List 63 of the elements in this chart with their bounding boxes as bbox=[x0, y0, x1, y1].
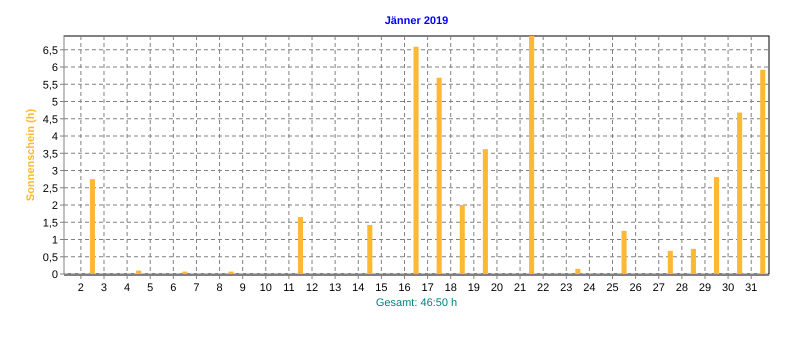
x-tick-label: 10 bbox=[260, 282, 272, 294]
x-tick-label: 14 bbox=[352, 282, 364, 294]
x-tick-label: 4 bbox=[124, 282, 130, 294]
y-tick-label: 2 bbox=[52, 200, 58, 212]
bar bbox=[690, 248, 696, 274]
y-tick-label: 0,5 bbox=[42, 252, 58, 264]
bar bbox=[529, 36, 534, 274]
y-tick-label: 4,5 bbox=[42, 114, 58, 126]
y-tick-label: 4 bbox=[52, 131, 58, 144]
y-tick-label: 0 bbox=[52, 269, 58, 281]
y-tick-label: 6,5 bbox=[42, 44, 58, 57]
x-tick-label: 6 bbox=[170, 282, 176, 294]
x-tick-label: 29 bbox=[698, 282, 712, 294]
x-tick-label: 23 bbox=[560, 282, 572, 294]
x-tick-label: 30 bbox=[722, 282, 734, 294]
bar bbox=[622, 230, 627, 274]
x-tick-label: 11 bbox=[283, 282, 295, 294]
bar bbox=[460, 205, 465, 274]
x-tick-label: 17 bbox=[421, 282, 434, 294]
chart-title: Jänner 2019 bbox=[384, 15, 448, 27]
x-tick-label: 16 bbox=[398, 282, 411, 294]
y-tick-label: 2,5 bbox=[42, 182, 58, 195]
y-tick-label: 5,5 bbox=[42, 79, 58, 92]
bar bbox=[737, 112, 742, 274]
bar bbox=[298, 217, 304, 274]
x-tick-label: 31 bbox=[745, 282, 758, 294]
y-tick-label: 3,5 bbox=[42, 148, 58, 160]
x-tick-label: 8 bbox=[216, 282, 223, 294]
x-tick-label: 13 bbox=[329, 282, 342, 294]
bar bbox=[575, 268, 580, 274]
y-tick-label: 1,5 bbox=[42, 217, 58, 230]
x-tick-label: 24 bbox=[583, 282, 596, 294]
bar bbox=[436, 78, 442, 274]
x-tick-label: 25 bbox=[606, 282, 619, 294]
x-tick-label: 20 bbox=[490, 282, 504, 294]
text: Gesamt: 46:50 h bbox=[376, 297, 458, 309]
x-tick-label: 12 bbox=[306, 282, 318, 294]
bar bbox=[760, 70, 766, 274]
bar bbox=[668, 250, 673, 274]
bar bbox=[367, 225, 372, 274]
x-tick-label: 19 bbox=[468, 282, 480, 294]
bar bbox=[136, 270, 142, 274]
x-tick-label: 18 bbox=[444, 282, 457, 294]
y-tick-label: 3 bbox=[52, 166, 58, 178]
x-tick-label: 21 bbox=[514, 282, 526, 294]
y-tick-label: 6 bbox=[52, 62, 58, 74]
x-tick-label: 27 bbox=[652, 282, 665, 294]
x-tick-label: 26 bbox=[630, 282, 642, 294]
x-tick-label: 2 bbox=[78, 282, 84, 294]
y-axis-title: Sonnenschein (h) bbox=[25, 108, 37, 202]
x-tick-label: 28 bbox=[676, 282, 688, 294]
x-tick-label: 7 bbox=[193, 282, 200, 294]
x-tick-label: 5 bbox=[147, 282, 154, 294]
bar bbox=[413, 46, 419, 274]
y-tick-label: 5 bbox=[52, 96, 58, 109]
bar bbox=[714, 177, 720, 274]
x-tick-label: 15 bbox=[375, 282, 388, 294]
bar bbox=[90, 179, 95, 274]
x-tick-label: 9 bbox=[240, 282, 246, 294]
x-tick-label: 22 bbox=[537, 282, 550, 294]
bar bbox=[482, 149, 488, 274]
y-tick-label: 1 bbox=[52, 234, 58, 247]
x-tick-label: 3 bbox=[100, 282, 108, 294]
